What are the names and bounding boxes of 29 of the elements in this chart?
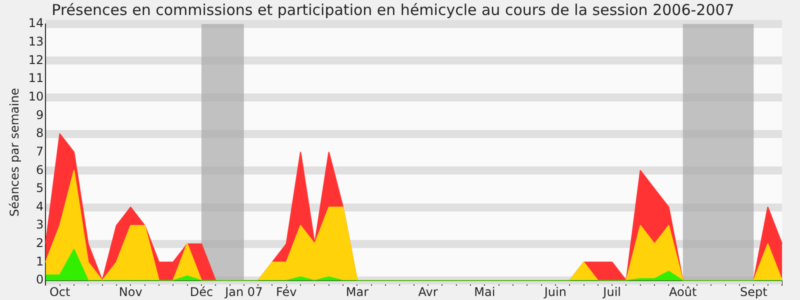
y-tick-label: 8 (36, 126, 44, 140)
y-tick-label: 1 (36, 254, 44, 268)
y-tick-label: 2 (36, 236, 44, 250)
y-tick-label: 11 (28, 71, 44, 86)
y-tick-label: 14 (28, 16, 44, 30)
y-tick-label: 10 (28, 89, 44, 104)
y-tick-label: 5 (36, 181, 44, 196)
y-tick-label: 13 (28, 34, 44, 48)
y-axis-title: Séances par semaine (7, 88, 22, 217)
y-tick-label: 3 (36, 218, 44, 232)
y-tick-label: 12 (28, 52, 44, 67)
x-tick-label: Fév (276, 284, 297, 299)
x-tick-label: Août (669, 284, 697, 299)
y-tick-label: 6 (36, 162, 44, 177)
x-tick-label: Mai (474, 284, 496, 299)
x-tick-label: Nov (118, 284, 142, 299)
x-tick-label: Juil (602, 284, 621, 299)
x-tick-label: Mar (346, 284, 369, 299)
chart-title: Présences en commissions et participation en hémicycle au cours de la session 2006-2007 (52, 0, 734, 19)
x-tick-label: Juin (543, 284, 566, 299)
x-tick-label: Avr (418, 284, 438, 299)
y-tick-label: 4 (36, 199, 44, 214)
x-tick-label: Déc (190, 284, 214, 299)
x-tick-label: Sept (740, 284, 768, 299)
y-tick-label: 7 (36, 144, 44, 158)
x-tick-label: Oct (49, 284, 70, 299)
y-tick-label: 0 (36, 272, 44, 287)
x-tick-label: Jan 07 (224, 284, 263, 299)
y-tick-label: 9 (36, 108, 44, 122)
